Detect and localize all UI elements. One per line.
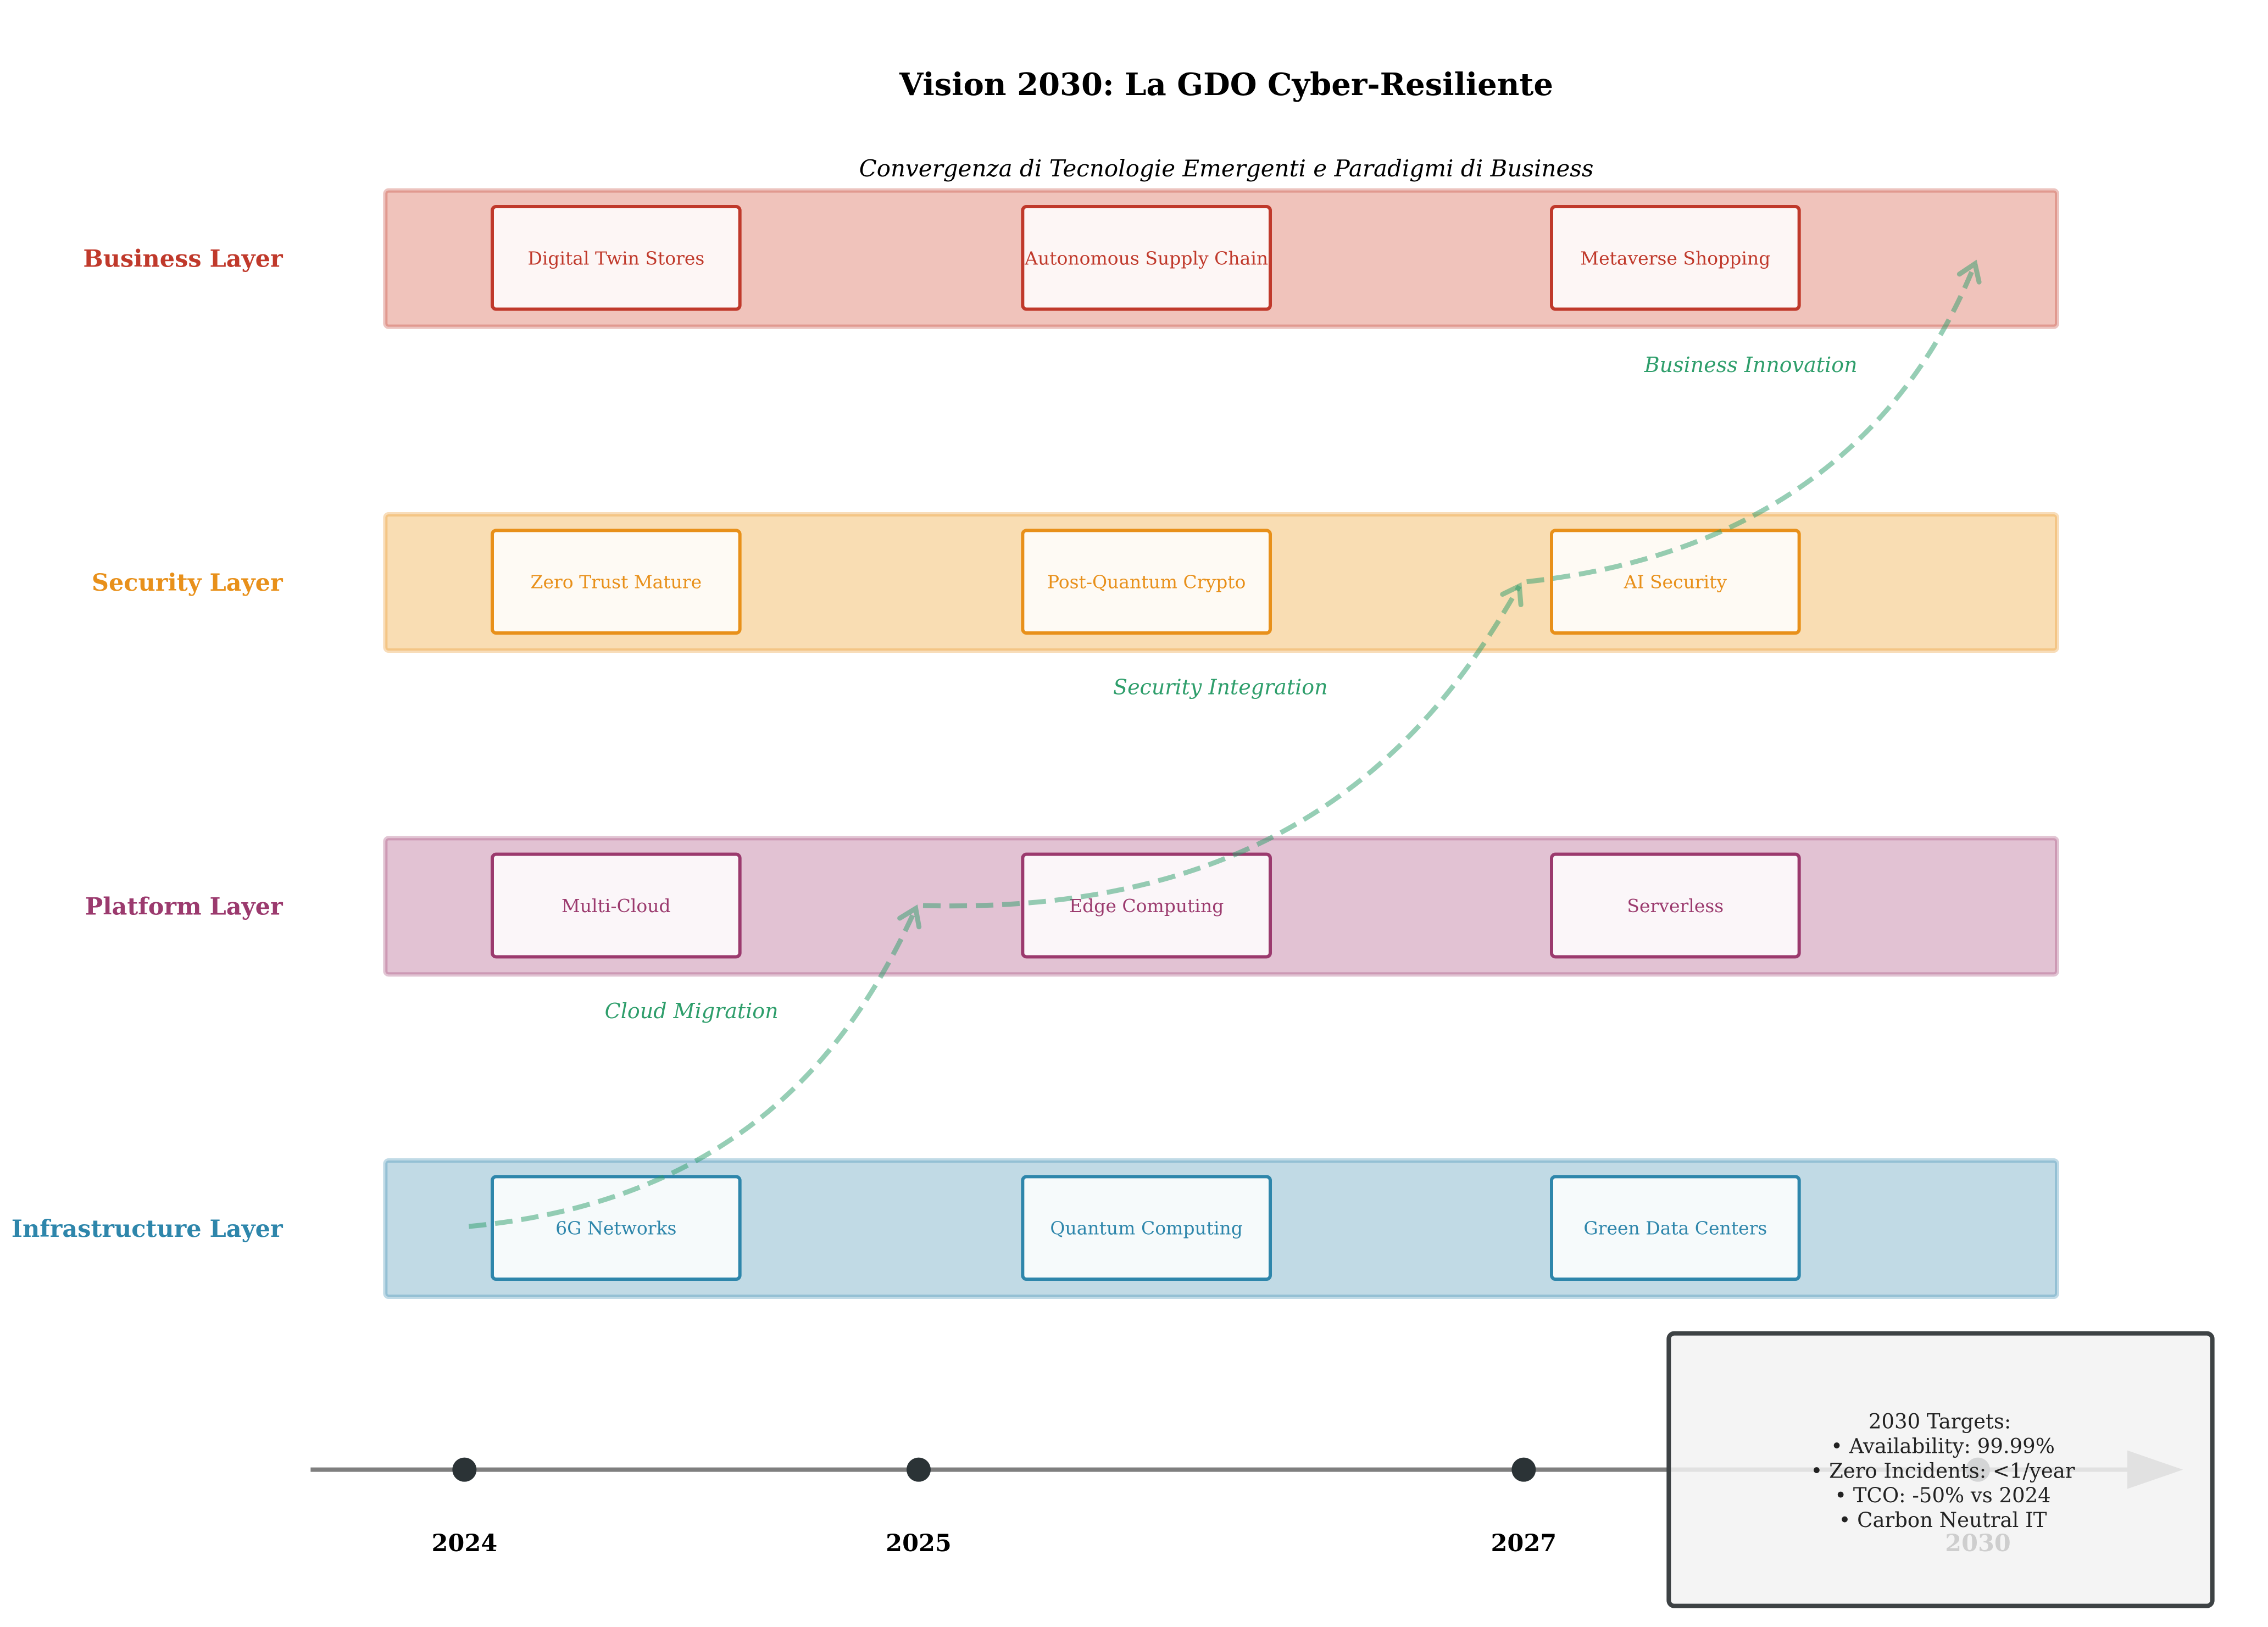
diagram-title: Vision 2030: La GDO Cyber-Resiliente	[899, 66, 1553, 103]
technology-label: Multi-Cloud	[562, 895, 671, 917]
layer-label: Platform Layer	[85, 893, 284, 920]
technology-label: Edge Computing	[1069, 895, 1224, 917]
technology-label: Metaverse Shopping	[1580, 247, 1770, 269]
layer-label: Infrastructure Layer	[12, 1215, 284, 1243]
targets-heading: 2030 Targets:	[1869, 1410, 2011, 1434]
technology-box	[1550, 852, 1801, 959]
layer-security-layer: Security Layer Zero Trust Mature Post-Quan…	[92, 512, 2060, 653]
technology-box	[1550, 529, 1801, 635]
technology-box	[491, 852, 742, 959]
timeline-marker	[907, 1457, 931, 1482]
transition-label: Security Integration	[1113, 675, 1328, 699]
technology-box	[491, 529, 742, 635]
technology-label: Zero Trust Mature	[531, 571, 702, 593]
diagram-subtitle: Convergenza di Tecnologie Emergenti e Pa…	[859, 155, 1594, 182]
technology-label: Serverless	[1627, 895, 1724, 917]
technology-box	[491, 1175, 742, 1281]
transition-business-innovation: Business Innovation	[1526, 259, 1982, 585]
timeline-marker	[1511, 1457, 1536, 1482]
technology-label: Autonomous Supply Chain	[1024, 247, 1268, 269]
transition-label: Business Innovation	[1644, 353, 1858, 377]
transition-arrows-group: Cloud Migration Security Integration Busin…	[468, 259, 1982, 1229]
timeline-marker	[452, 1457, 477, 1482]
technology-box	[1021, 1175, 1272, 1281]
technology-box	[491, 205, 742, 311]
technology-box	[1550, 205, 1801, 311]
timeline-year-label: 2027	[1491, 1530, 1557, 1557]
technology-label: Post-Quantum Crypto	[1047, 571, 1246, 593]
targets-line: • Availability: 99.99%	[1831, 1434, 2055, 1458]
transition-curve	[468, 907, 918, 1229]
technology-box	[1021, 529, 1272, 635]
layers-group: Business Layer Digital Twin Stores Autonom…	[12, 188, 2060, 1299]
transition-cloud-migration: Cloud Migration	[468, 904, 922, 1229]
arrowhead-icon	[897, 904, 922, 930]
transition-curve	[1526, 263, 1977, 585]
arrowhead-icon	[1500, 582, 1524, 608]
transition-label: Cloud Migration	[605, 999, 779, 1023]
arrowhead-icon	[1956, 259, 1982, 285]
technology-label: 6G Networks	[555, 1218, 676, 1239]
timeline-year-label: 2025	[886, 1530, 952, 1557]
layer-business-layer: Business Layer Digital Twin Stores Autonom…	[83, 188, 2060, 329]
technology-box	[1021, 852, 1272, 959]
transition-security-integration: Security Integration	[922, 582, 1524, 909]
technology-label: Green Data Centers	[1583, 1218, 1767, 1239]
timeline-year-label: 2024	[431, 1530, 497, 1557]
targets-line: • Carbon Neutral IT	[1839, 1508, 2047, 1532]
technology-box	[1550, 1175, 1801, 1281]
targets-line: • TCO: -50% vs 2024	[1835, 1484, 2050, 1507]
transition-curve	[922, 585, 1522, 909]
layer-label: Security Layer	[92, 569, 284, 597]
technology-label: AI Security	[1624, 571, 1727, 593]
technology-label: Quantum Computing	[1050, 1218, 1243, 1239]
targets-box	[1666, 1331, 2215, 1608]
layer-infrastructure-layer: Infrastructure Layer 6G Networks Quantum C…	[12, 1158, 2060, 1299]
technology-label: Digital Twin Stores	[527, 247, 704, 269]
layer-label: Business Layer	[83, 246, 284, 273]
targets-line: • Zero Incidents: <1/year	[1811, 1459, 2075, 1482]
technology-box	[1021, 205, 1272, 311]
layer-platform-layer: Platform Layer Multi-Cloud Edge Computing S…	[85, 836, 2060, 977]
targets-box-group: 2030 Targets:• Availability: 99.99%• Zer…	[1666, 1331, 2215, 1608]
